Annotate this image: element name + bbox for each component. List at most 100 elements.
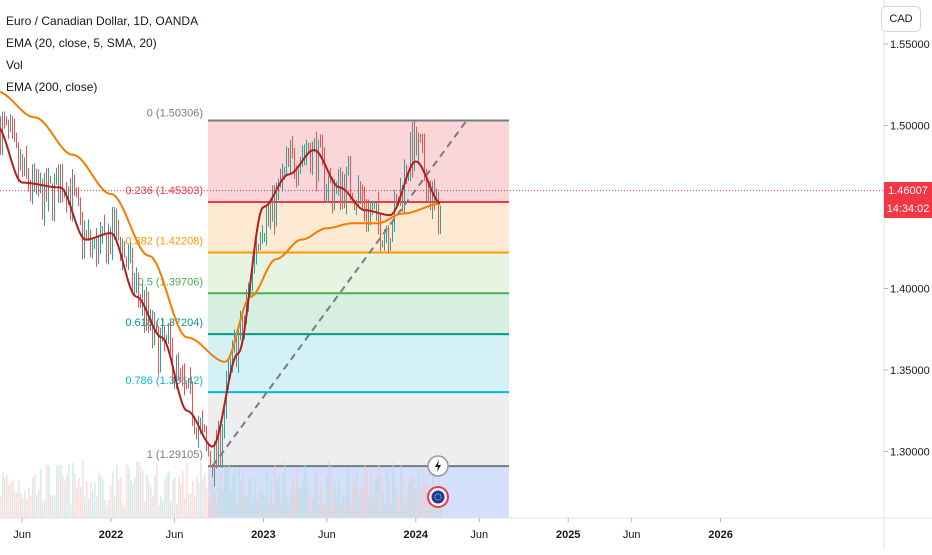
volume-bar (186, 463, 188, 518)
price-tick-label: 1.55000 (890, 39, 930, 51)
volume-bar (346, 473, 348, 518)
volume-bar (154, 475, 156, 518)
time-axis[interactable]: Jun 2022 Jun 2023 Jun 2024 Jun 2025 Jun 2026 (13, 518, 733, 541)
volume-bar (268, 500, 270, 518)
volume-bar (324, 502, 326, 518)
volume-bar (168, 471, 170, 518)
time-tick-label: Jun (623, 529, 641, 541)
volume-bar (366, 473, 368, 518)
volume-bar (120, 476, 122, 518)
volume-bar (222, 491, 224, 518)
volume-bar (250, 477, 252, 518)
ema20-line[interactable] (0, 127, 441, 448)
volume-bar (364, 463, 366, 518)
volume-bar (248, 480, 250, 518)
volume-bar (148, 480, 150, 518)
price-axis[interactable]: 1.550001.500001.450001.400001.350001.300… (884, 39, 930, 459)
volume-bar (298, 486, 300, 518)
volume-bar (66, 473, 68, 518)
flag-icon[interactable] (427, 486, 449, 508)
volume-bar (270, 479, 272, 518)
volume-bar (98, 471, 100, 518)
volume-bar (252, 500, 254, 518)
volume-bar (426, 482, 428, 518)
symbol-title[interactable]: Euro / Canadian Dollar, 1D, OANDA (6, 14, 199, 28)
volume-bar (102, 478, 104, 518)
volume-bar (232, 476, 234, 518)
indicator-ema200[interactable]: EMA (200, close) (6, 80, 98, 94)
indicator-volume[interactable]: Vol (6, 58, 23, 72)
price-tick-label: 1.35000 (890, 365, 930, 377)
volume-bar (368, 497, 370, 518)
currency-button[interactable]: CAD (881, 6, 921, 32)
time-tick-label: 2023 (251, 529, 275, 541)
volume-bar (166, 473, 168, 518)
volume-bar (242, 472, 244, 518)
volume-bar (136, 461, 138, 518)
volume-bar (416, 487, 418, 518)
volume-bar (50, 494, 52, 518)
lightning-icon[interactable] (427, 455, 449, 477)
volume-bar (372, 492, 374, 518)
volume-bar (420, 490, 422, 518)
indicator-ema20[interactable]: EMA (20, close, 5, SMA, 20) (6, 36, 157, 50)
volume-bar (0, 496, 2, 518)
volume-bar (130, 480, 132, 518)
volume-bar (212, 468, 214, 518)
volume-bar (262, 492, 264, 518)
volume-bar (282, 474, 284, 518)
volume-bar (386, 469, 388, 518)
volume-bar (10, 482, 12, 518)
ema200-line[interactable] (0, 90, 441, 363)
volume-bar (114, 495, 116, 518)
volume-bar (208, 502, 210, 518)
volume-bar (390, 503, 392, 518)
volume-bar (112, 471, 114, 518)
volume-bar (412, 473, 414, 518)
volume-bar (318, 504, 320, 518)
volume-bar (126, 464, 128, 518)
volume-bar (358, 493, 360, 518)
volume-bar (32, 477, 34, 518)
volume-bar (332, 487, 334, 518)
fib-level-label: 0 (1.50306) (147, 108, 203, 120)
volume-bar (182, 470, 184, 518)
volume-bar (194, 495, 196, 518)
volume-bar (216, 505, 218, 518)
volume-bar (394, 487, 396, 518)
volume-bar (220, 472, 222, 518)
volume-bar (90, 482, 92, 518)
volume-bar (348, 468, 350, 518)
volume-bar (16, 492, 18, 518)
volume-bar (88, 497, 90, 518)
fib-zone (208, 392, 509, 467)
volume-bar (138, 462, 140, 518)
volume-bar (340, 505, 342, 518)
fib-zone (208, 202, 509, 253)
volume-bar (82, 461, 84, 518)
volume-bar (414, 488, 416, 518)
volume-bar (48, 465, 50, 518)
time-tick-label: Jun (470, 529, 488, 541)
last-price-label: 1.46007 (884, 181, 932, 200)
volume-bar (118, 478, 120, 518)
time-tick-label: 2024 (404, 529, 429, 541)
volume-bar (334, 481, 336, 518)
volume-bar (124, 505, 126, 518)
fib-zone (208, 334, 509, 393)
volume-bar (312, 499, 314, 518)
volume-bar (360, 487, 362, 518)
volume-bar (60, 465, 62, 518)
volume-bar (398, 496, 400, 518)
volume-bar (408, 483, 410, 518)
volume-bar (254, 477, 256, 518)
time-tick-label: 2022 (99, 529, 123, 541)
volume-bar (306, 476, 308, 518)
volume-bar (28, 486, 30, 518)
time-tick-label: Jun (13, 529, 31, 541)
volume-bar (410, 477, 412, 518)
volume-bar (240, 480, 242, 518)
volume-bar (264, 497, 266, 518)
